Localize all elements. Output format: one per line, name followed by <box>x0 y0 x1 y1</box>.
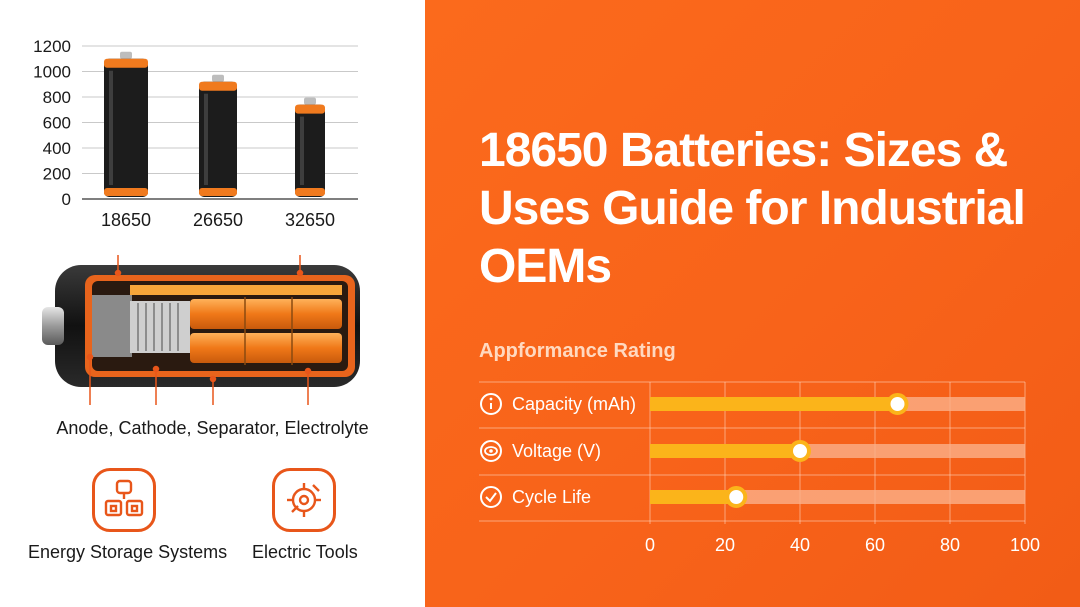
size-y-tick-label: 600 <box>43 114 71 133</box>
info-dot <box>489 397 493 401</box>
battery-top-band <box>104 58 148 68</box>
battery-cutaway-illustration <box>42 255 360 405</box>
battery-bar-26650 <box>199 74 237 197</box>
battery-highlight <box>204 93 208 185</box>
battery-bar-32650 <box>295 97 325 197</box>
size-chart-bars <box>104 51 325 197</box>
battery-terminal <box>120 51 132 59</box>
eye-icon-ring <box>480 440 502 462</box>
rating-marker <box>725 486 748 508</box>
rating-row-0: Capacity (mAh) <box>480 393 1025 415</box>
rating-marker <box>789 440 811 462</box>
check-icon <box>480 486 502 508</box>
rating-row-1: Voltage (V) <box>480 440 1025 462</box>
rating-marker <box>886 393 909 415</box>
eye-pupil <box>489 449 493 453</box>
rating-chart-title: Appformance Rating <box>479 340 676 362</box>
positive-cap <box>42 307 64 345</box>
rating-category-label: Cycle Life <box>512 487 591 507</box>
rating-bar <box>650 397 898 411</box>
eye-icon <box>480 440 502 462</box>
roll-dividers <box>244 297 293 365</box>
right-panel: 18650 Batteries: Sizes & Uses Guide for … <box>425 0 1080 607</box>
info-icon <box>480 393 502 415</box>
collector-tabs <box>137 303 179 351</box>
energy-storage-icon <box>92 468 156 532</box>
battery-body <box>104 58 148 197</box>
rating-chart-x-axis: 0 20 40 60 80 100 <box>645 535 1040 555</box>
battery-bottom-band <box>295 188 325 196</box>
eye-shape <box>484 446 498 456</box>
callout-lines <box>86 255 312 405</box>
battery-highlight <box>300 116 304 185</box>
battery-body <box>295 104 325 197</box>
battery-bar-18650 <box>104 51 148 197</box>
rating-chart-rows: Capacity (mAh) Voltage (V) Cycle Life <box>480 393 1025 508</box>
size-y-tick-label: 1200 <box>33 37 71 56</box>
rating-x-tick-label: 100 <box>1010 535 1040 555</box>
electrode-roll-bottom <box>190 333 342 363</box>
battery-bottom-band <box>104 188 148 196</box>
size-category-label: 32650 <box>285 210 335 230</box>
size-y-tick-label: 400 <box>43 139 71 158</box>
rating-bar <box>650 444 800 458</box>
check-mark <box>485 492 497 503</box>
battery-top-band <box>295 104 325 114</box>
page-title: 18650 Batteries: Sizes & Uses Guide for … <box>479 124 1026 293</box>
size-category-label: 18650 <box>101 210 151 230</box>
size-y-tick-label: 1000 <box>33 63 71 82</box>
battery-body <box>199 81 237 197</box>
electrode-roll-top <box>190 299 342 329</box>
battery-terminal <box>212 74 224 82</box>
size-y-tick-label: 200 <box>43 165 71 184</box>
size-category-label: 26650 <box>193 210 243 230</box>
rating-x-tick-label: 60 <box>865 535 885 555</box>
rating-row-2: Cycle Life <box>480 486 1025 508</box>
battery-size-chart: 0 200 400 600 800 1000 1200 18650 26650 32650 <box>33 37 358 230</box>
rating-category-label: Capacity (mAh) <box>512 394 636 414</box>
rating-x-tick-label: 0 <box>645 535 655 555</box>
energy-storage-label: Energy Storage Systems <box>28 542 228 562</box>
size-chart-x-axis: 18650 26650 32650 <box>101 210 335 230</box>
size-chart-y-axis: 0 200 400 600 800 1000 1200 <box>33 37 71 209</box>
check-icon-ring <box>480 486 502 508</box>
electric-tools-label: Electric Tools <box>252 542 358 562</box>
battery-terminal <box>304 97 316 105</box>
rating-x-tick-label: 20 <box>715 535 735 555</box>
rating-category-label: Voltage (V) <box>512 441 601 461</box>
separator-strip <box>130 285 342 295</box>
info-icon-ring <box>480 393 502 415</box>
battery-highlight <box>109 70 113 185</box>
components-caption: Anode, Cathode, Separator, Electrolyte <box>56 418 369 438</box>
battery-top-band <box>199 81 237 91</box>
current-collector <box>130 301 190 353</box>
left-panel: 0 200 400 600 800 1000 1200 18650 26650 32650 <box>0 0 425 607</box>
rating-x-tick-label: 80 <box>940 535 960 555</box>
rating-bar <box>650 490 737 504</box>
performance-rating-chart: Capacity (mAh) Voltage (V) Cycle Life 0 20 4… <box>479 381 1040 555</box>
size-y-tick-label: 800 <box>43 88 71 107</box>
size-y-tick-label: 0 <box>62 190 71 209</box>
terminal-disc <box>92 295 132 357</box>
rating-x-tick-label: 40 <box>790 535 810 555</box>
electric-tools-icon <box>272 468 336 532</box>
battery-bottom-band <box>199 188 237 196</box>
